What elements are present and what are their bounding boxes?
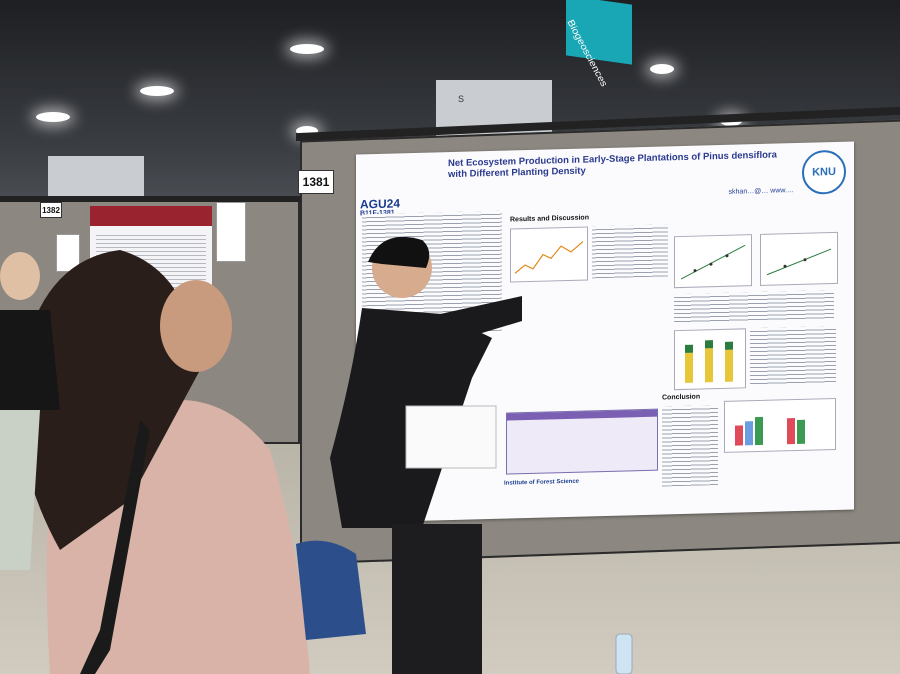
poster-text-block bbox=[674, 290, 834, 325]
poster-grouped-bar-chart bbox=[724, 397, 836, 453]
presenter bbox=[322, 228, 632, 674]
qr-sheet bbox=[216, 202, 246, 262]
poster-line-chart-graphic bbox=[514, 241, 584, 274]
water-bottle bbox=[614, 630, 634, 674]
conclusion-heading: Conclusion bbox=[662, 393, 701, 402]
poster-text-block bbox=[750, 325, 836, 387]
ceiling-light bbox=[650, 64, 674, 74]
university-logo-text: KNU bbox=[812, 165, 836, 179]
results-heading: Results and Discussion bbox=[510, 214, 589, 224]
paper-note bbox=[56, 234, 80, 272]
booth-number: 1382 bbox=[40, 202, 62, 218]
poster-scatter-graphic bbox=[766, 248, 832, 276]
presenter-figure bbox=[330, 236, 632, 674]
neighbor-poster-header bbox=[90, 206, 212, 226]
category-sign: Biogeosciences bbox=[564, 0, 632, 88]
booth-number-text: 1381 bbox=[302, 175, 330, 189]
poster-contact: skhan…@… www.… bbox=[728, 187, 794, 196]
conference-name: AGU24 bbox=[360, 196, 401, 212]
ceiling-light bbox=[140, 86, 174, 96]
poster-line-chart bbox=[510, 226, 588, 283]
booth-number: 1381 bbox=[298, 170, 334, 194]
visitor-foreground bbox=[0, 250, 320, 674]
water-bottle-graphic bbox=[615, 633, 633, 674]
poster-grouped-bar-graphic bbox=[735, 416, 805, 446]
poster-title: Net Ecosystem Production in Early-Stage … bbox=[448, 149, 777, 181]
backpack bbox=[286, 534, 376, 644]
booth-number-text: 1382 bbox=[42, 205, 60, 215]
poster-scatter-chart bbox=[760, 231, 838, 286]
concrete-pillar bbox=[48, 156, 144, 202]
poster-table-header bbox=[507, 409, 657, 421]
poster-bar-graphic bbox=[685, 340, 733, 383]
poster-text-block bbox=[592, 224, 668, 279]
ceiling-light bbox=[290, 44, 324, 54]
ceiling-light bbox=[296, 126, 318, 136]
poster-table bbox=[506, 408, 658, 475]
backpack-graphic bbox=[296, 540, 366, 640]
university-logo: KNU bbox=[802, 149, 846, 195]
poster-scatter-chart bbox=[674, 234, 752, 289]
research-poster: AGU24 B11F-1381 Net Ecosystem Production… bbox=[356, 141, 854, 523]
conclusion-text bbox=[662, 405, 718, 487]
visitor-background-figure bbox=[0, 252, 60, 570]
visitor-figure bbox=[18, 250, 311, 674]
poster-bar-chart bbox=[674, 328, 746, 391]
pillar-label: S bbox=[458, 94, 465, 104]
visitor-background bbox=[0, 250, 80, 580]
poster-scatter-graphic bbox=[680, 244, 746, 280]
board-frame bbox=[0, 196, 300, 202]
ceiling-light bbox=[36, 112, 70, 122]
